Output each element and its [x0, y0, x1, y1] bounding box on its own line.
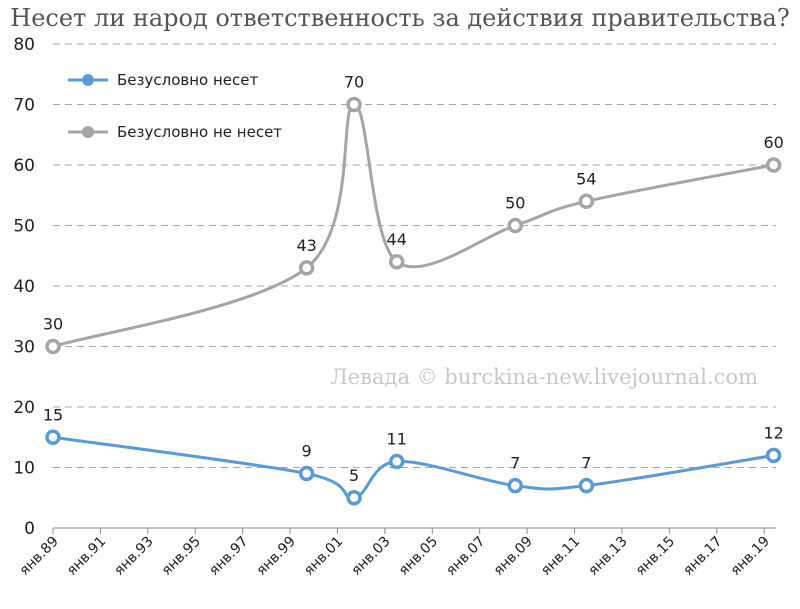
- x-tick-label: янв.17: [680, 534, 725, 579]
- data-label: 5: [349, 466, 359, 485]
- legend-label-2: Безусловно не несет: [117, 123, 282, 141]
- data-point: [507, 477, 523, 494]
- data-point: [765, 157, 782, 173]
- data-label: 7: [581, 454, 591, 473]
- data-point: [298, 260, 315, 276]
- y-tick-label: 30: [13, 338, 35, 358]
- y-tick-label: 70: [13, 96, 35, 116]
- data-point: [578, 193, 595, 210]
- y-tick-label: 40: [13, 277, 35, 297]
- data-label: 70: [344, 73, 364, 92]
- data-label: 12: [763, 423, 783, 442]
- x-tick-label: янв.99: [254, 534, 299, 579]
- data-point: [45, 338, 61, 355]
- data-point: [388, 453, 405, 470]
- x-tick-label: янв.11: [538, 534, 583, 579]
- x-tick-label: янв.05: [396, 534, 441, 579]
- data-point: [45, 429, 61, 445]
- data-label: 9: [302, 442, 312, 461]
- y-tick-label: 50: [13, 217, 35, 237]
- x-tick-label: янв.91: [64, 534, 109, 579]
- data-point: [346, 490, 362, 506]
- x-tick-label: янв.19: [728, 534, 773, 579]
- x-tick-label: янв.09: [491, 534, 536, 579]
- x-tick-label: янв.95: [159, 534, 204, 579]
- data-label: 44: [387, 230, 407, 249]
- legend-label-1: Безусловно несет: [117, 71, 258, 89]
- data-label: 54: [576, 169, 596, 188]
- data-label: 15: [43, 405, 63, 424]
- data-point: [507, 217, 523, 234]
- data-point: [346, 96, 362, 113]
- x-tick-label: янв.93: [111, 534, 156, 579]
- y-tick-label: 20: [13, 398, 35, 418]
- data-label: 60: [763, 133, 783, 152]
- data-point: [578, 477, 595, 494]
- x-tick-label: янв.15: [633, 534, 678, 579]
- y-tick-label: 60: [13, 156, 35, 176]
- data-label: 43: [296, 236, 316, 255]
- x-tick-label: янв.97: [206, 534, 251, 579]
- data-point: [298, 465, 315, 482]
- chart-title: Несет ли народ ответственность за действ…: [10, 4, 790, 32]
- x-tick-label: янв.07: [443, 534, 488, 579]
- y-tick-label: 0: [24, 519, 35, 539]
- x-tick-label: янв.13: [585, 534, 630, 579]
- x-tick-label: янв.03: [348, 534, 393, 579]
- x-tick-label: янв.89: [17, 534, 62, 579]
- legend-marker-1: [82, 74, 94, 86]
- y-tick-label: 10: [13, 459, 35, 479]
- x-tick-label: янв.01: [301, 534, 346, 579]
- y-tick-label: 80: [13, 35, 35, 55]
- data-label: 7: [510, 454, 520, 473]
- watermark: Левада © burckina-new.livejournal.com: [330, 365, 758, 389]
- data-label: 11: [387, 429, 407, 448]
- data-point: [765, 447, 782, 464]
- data-label: 50: [505, 194, 525, 213]
- data-label: 30: [43, 315, 63, 334]
- data-point: [388, 254, 405, 270]
- legend-marker-2: [82, 126, 94, 138]
